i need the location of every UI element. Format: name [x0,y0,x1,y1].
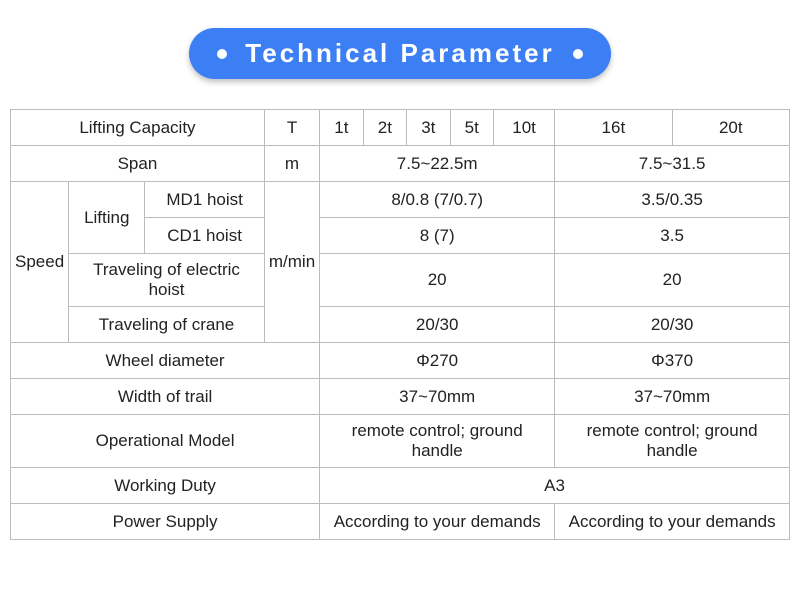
cell-value: According to your demands [320,504,555,540]
cell-value: 10t [493,110,554,146]
cell-value: Φ270 [320,343,555,379]
cell-value: 7.5~22.5m [320,146,555,182]
cell-span-label: Span [11,146,265,182]
cell-trail-label: Width of trail [11,379,320,415]
cell-value: 8/0.8 (7/0.7) [320,182,555,218]
parameter-table: Lifting Capacity T 1t 2t 3t 5t 10t 16t 2… [10,109,790,540]
cell-value: 20 [555,254,790,307]
cell-unit: m/min [264,182,319,343]
cell-value: 2t [363,110,406,146]
cell-travel-crane-label: Traveling of crane [69,307,265,343]
cell-value: 20/30 [320,307,555,343]
cell-op-label: Operational Model [11,415,320,468]
cell-value: 37~70mm [555,379,790,415]
cell-speed-label: Speed [11,182,69,343]
table-row: Wheel diameter Φ270 Φ370 [11,343,790,379]
cell-value: remote control; ground handle [320,415,555,468]
cell-value: 3t [407,110,450,146]
cell-value: According to your demands [555,504,790,540]
table-row: Width of trail 37~70mm 37~70mm [11,379,790,415]
cell-value: 20/30 [555,307,790,343]
cell-value: 5t [450,110,493,146]
table-row: Power Supply According to your demands A… [11,504,790,540]
cell-value: 20t [672,110,789,146]
cell-value: 3.5/0.35 [555,182,790,218]
cell-unit: T [264,110,319,146]
table-row: Working Duty A3 [11,468,790,504]
header-title: Technical Parameter [245,38,554,69]
table-row: Speed Lifting MD1 hoist m/min 8/0.8 (7/0… [11,182,790,218]
table-row: Traveling of electric hoist 20 20 [11,254,790,307]
cell-value: A3 [320,468,790,504]
cell-lifting-capacity-label: Lifting Capacity [11,110,265,146]
cell-lifting-label: Lifting [69,182,145,254]
table-row: Traveling of crane 20/30 20/30 [11,307,790,343]
cell-value: 1t [320,110,363,146]
header-container: Technical Parameter [0,0,800,109]
cell-unit: m [264,146,319,182]
dot-icon [573,49,583,59]
cell-value: remote control; ground handle [555,415,790,468]
cell-travel-hoist-label: Traveling of electric hoist [69,254,265,307]
cell-value: 37~70mm [320,379,555,415]
cell-value: 7.5~31.5 [555,146,790,182]
table-row: Operational Model remote control; ground… [11,415,790,468]
cell-wheel-label: Wheel diameter [11,343,320,379]
dot-icon [217,49,227,59]
cell-duty-label: Working Duty [11,468,320,504]
cell-value: 16t [555,110,672,146]
table-row: Span m 7.5~22.5m 7.5~31.5 [11,146,790,182]
cell-md1-label: MD1 hoist [145,182,265,218]
table-row: Lifting Capacity T 1t 2t 3t 5t 10t 16t 2… [11,110,790,146]
cell-value: 3.5 [555,218,790,254]
cell-value: 8 (7) [320,218,555,254]
cell-value: Φ370 [555,343,790,379]
cell-cd1-label: CD1 hoist [145,218,265,254]
cell-power-label: Power Supply [11,504,320,540]
header-pill: Technical Parameter [189,28,610,79]
cell-value: 20 [320,254,555,307]
